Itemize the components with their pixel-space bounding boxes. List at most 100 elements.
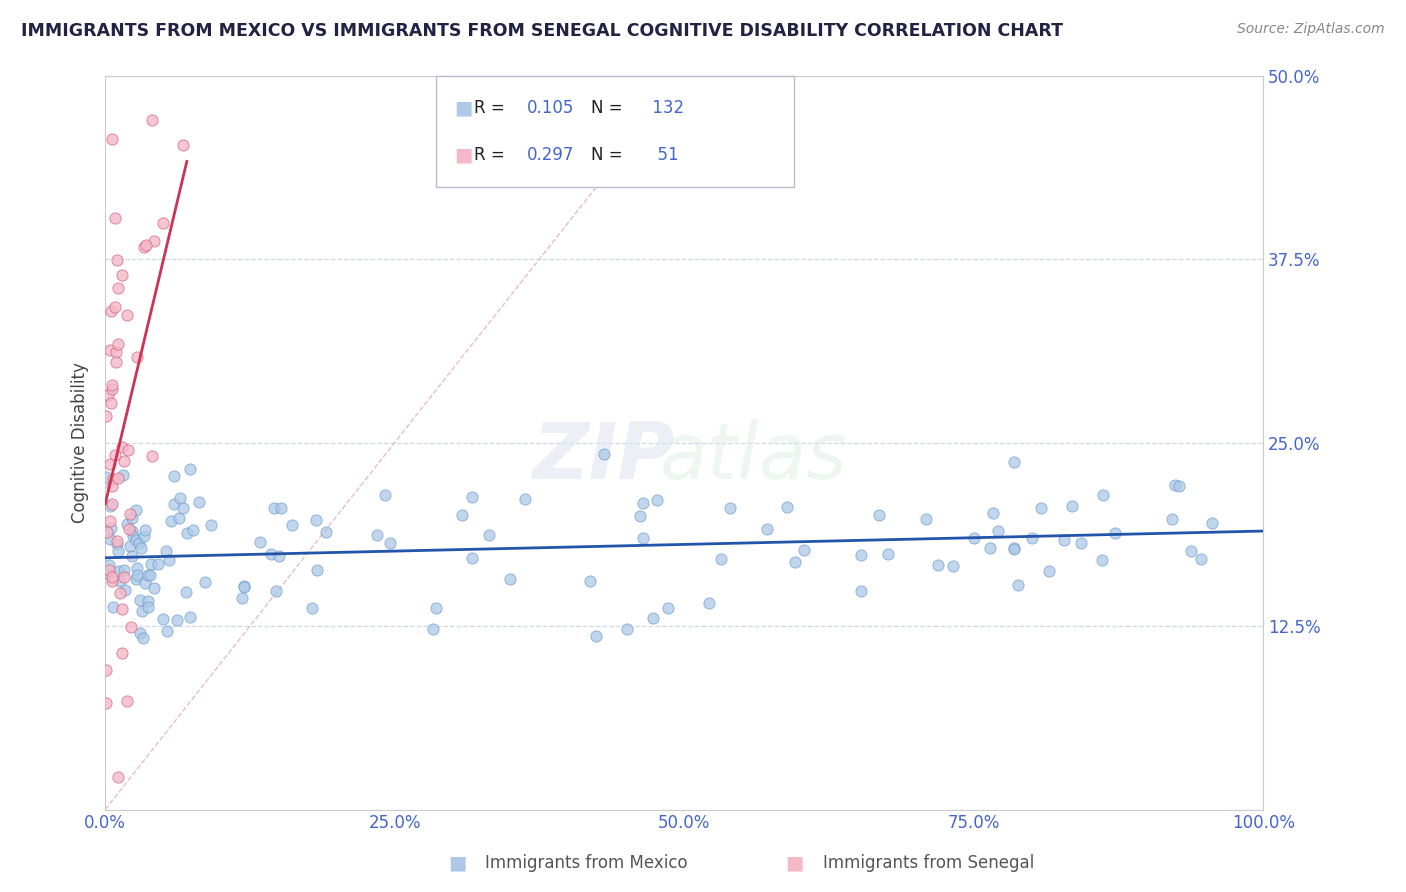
Point [105, 253, 128, 268]
Point [478, 527, 501, 541]
Point [107, 544, 129, 558]
Point [122, 529, 145, 543]
Point [136, 599, 159, 614]
Point [129, 541, 152, 556]
Point [631, 531, 654, 545]
Point [1007, 577, 1029, 591]
Point [96, 470, 118, 484]
Point [233, 580, 256, 594]
Point [100, 574, 122, 589]
Point [451, 508, 474, 522]
Point [1060, 500, 1083, 514]
Point [105, 533, 128, 548]
Point [125, 572, 148, 586]
Point [156, 624, 179, 638]
Point [425, 601, 447, 615]
Point [756, 522, 779, 536]
Point [120, 620, 142, 634]
Point [927, 558, 949, 573]
Point [301, 600, 323, 615]
Point [105, 355, 128, 369]
Point [141, 112, 163, 127]
Point [616, 622, 638, 636]
Point [127, 568, 149, 582]
Point [118, 522, 141, 536]
Point [115, 694, 138, 708]
Point [578, 574, 600, 588]
Point [110, 574, 132, 588]
Point [1104, 526, 1126, 541]
Point [111, 602, 134, 616]
Point [96, 663, 118, 677]
Point [98, 558, 121, 573]
Point [174, 585, 197, 599]
Text: Immigrants from Mexico: Immigrants from Mexico [485, 855, 688, 872]
Point [914, 512, 936, 526]
Point [422, 622, 444, 636]
Point [657, 600, 679, 615]
Point [1002, 455, 1025, 469]
Point [1021, 531, 1043, 545]
Point [111, 268, 134, 283]
Point [270, 500, 292, 515]
Point [96, 524, 118, 539]
Point [107, 770, 129, 784]
Point [499, 573, 522, 587]
Point [112, 562, 135, 576]
Point [115, 517, 138, 532]
Point [98, 533, 121, 547]
Point [97, 563, 120, 577]
Text: ■: ■ [454, 145, 472, 165]
Point [983, 506, 1005, 520]
Point [141, 557, 163, 571]
Point [134, 576, 156, 591]
Point [263, 501, 285, 516]
Text: atlas: atlas [659, 419, 848, 495]
Point [1038, 564, 1060, 578]
Point [101, 479, 124, 493]
Point [176, 526, 198, 541]
Point [97, 388, 120, 402]
Point [166, 613, 188, 627]
Point [134, 523, 156, 537]
Point [849, 548, 872, 562]
Point [366, 528, 388, 542]
Point [108, 564, 131, 578]
Point [315, 525, 337, 540]
Point [112, 468, 135, 483]
Point [155, 544, 177, 558]
Point [96, 409, 118, 423]
Point [179, 462, 201, 476]
Point [125, 350, 148, 364]
Point [630, 509, 652, 524]
Point [1164, 477, 1187, 491]
Point [160, 514, 183, 528]
Point [134, 528, 156, 542]
Point [876, 547, 898, 561]
Point [114, 582, 136, 597]
Point [264, 584, 287, 599]
Point [249, 534, 271, 549]
Point [143, 581, 166, 595]
Point [105, 345, 128, 359]
Point [101, 472, 124, 486]
Point [1002, 541, 1025, 556]
Point [98, 499, 121, 513]
Point [1189, 552, 1212, 566]
Text: R =: R = [474, 146, 510, 164]
Point [785, 555, 807, 569]
Point [163, 469, 186, 483]
Point [157, 553, 180, 567]
Point [118, 508, 141, 522]
Point [104, 211, 127, 225]
Point [167, 511, 190, 525]
Point [231, 591, 253, 605]
Point [987, 524, 1010, 539]
Point [120, 540, 142, 554]
Point [121, 524, 143, 538]
Text: 51: 51 [647, 146, 678, 164]
Point [1201, 516, 1223, 531]
Point [1168, 479, 1191, 493]
Point [305, 513, 328, 527]
Point [260, 547, 283, 561]
